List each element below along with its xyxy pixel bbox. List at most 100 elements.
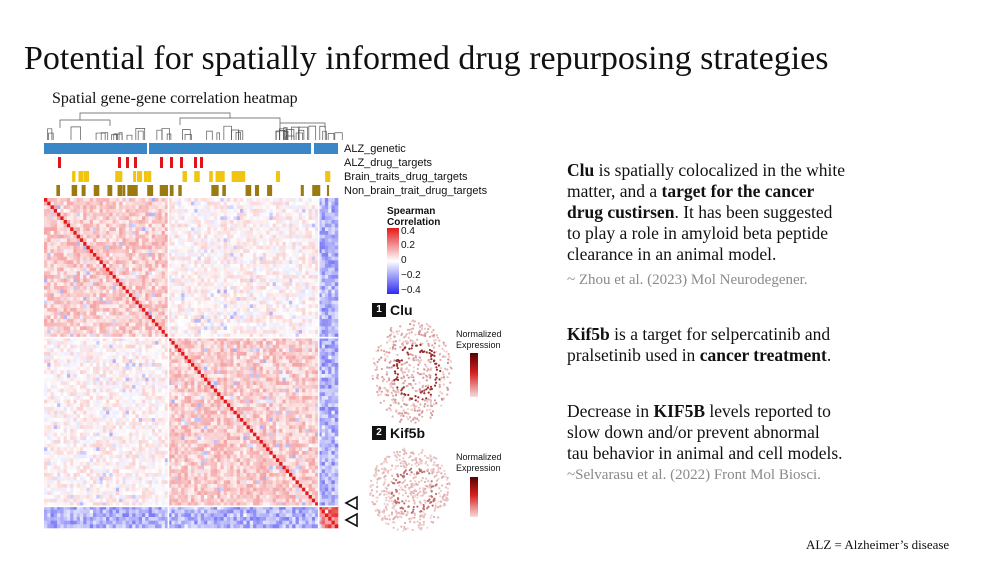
heatmap-cell (308, 352, 313, 356)
heatmap-cell (324, 289, 329, 294)
heatmap-cell (86, 392, 91, 397)
heatmap-cell (305, 304, 309, 309)
heatmap-cell (262, 304, 267, 309)
heatmap-cell (47, 319, 51, 323)
heatmap-cell (220, 337, 224, 342)
heatmap-cell (135, 216, 140, 221)
heatmap-cell (236, 381, 241, 386)
heatmap-cell (200, 201, 205, 206)
heatmap-cell (99, 242, 104, 246)
heatmap-cell (158, 201, 162, 206)
heatmap-cell (60, 319, 64, 323)
heatmap-cell (305, 326, 309, 331)
heatmap-cell (272, 275, 277, 279)
heatmap-cell (285, 260, 290, 265)
heatmap-cell (223, 366, 228, 371)
heatmap-cell (106, 388, 110, 393)
heatmap-cell (47, 212, 51, 217)
heatmap-cell (158, 275, 162, 279)
heatmap-cell (151, 220, 156, 224)
heatmap-cell (282, 308, 287, 312)
heatmap-cell (171, 249, 175, 254)
heatmap-cell (177, 355, 182, 360)
heatmap-cell (321, 256, 326, 261)
heatmap-cell (112, 352, 117, 356)
heatmap-cell (93, 377, 97, 382)
heatmap-cell (272, 315, 277, 320)
heatmap-cell (191, 201, 195, 206)
heatmap-cell (243, 293, 247, 298)
heatmap-cell (125, 344, 130, 349)
heatmap-cell (109, 249, 113, 254)
heatmap-cell (223, 220, 228, 224)
heatmap-cell (93, 381, 97, 386)
heatmap-cell (86, 352, 91, 356)
heatmap-cell (279, 359, 283, 364)
heatmap-cell (295, 363, 300, 367)
heatmap-cell (289, 278, 293, 283)
heatmap-cell (164, 209, 169, 213)
heatmap-cell (331, 234, 336, 239)
heatmap-cell (70, 242, 74, 246)
heatmap-cell (236, 256, 241, 261)
heatmap-cell (102, 253, 107, 257)
heatmap-cell (106, 282, 110, 287)
heatmap-cell (334, 330, 339, 334)
heatmap-cell (289, 300, 293, 305)
heatmap-cell (233, 326, 238, 331)
heatmap-cell (240, 286, 244, 290)
heatmap-cell (246, 333, 251, 338)
heatmap-cell (197, 227, 202, 232)
heatmap-cell (207, 209, 211, 213)
heatmap-cell (158, 297, 162, 301)
heatmap-cell (230, 264, 234, 268)
heatmap-cell (93, 300, 97, 305)
heatmap-cell (200, 359, 205, 364)
heatmap-cell (57, 242, 61, 246)
heatmap-cell (275, 293, 280, 298)
heatmap-cell (305, 278, 309, 283)
heatmap-cell (187, 319, 192, 323)
heatmap-cell (57, 238, 61, 243)
heatmap-cell (96, 256, 100, 261)
heatmap-cell (243, 249, 247, 254)
heatmap-cell (83, 344, 87, 349)
heatmap-cell (292, 297, 296, 301)
heatmap-cell (83, 370, 87, 375)
heatmap-cell (168, 370, 172, 375)
heatmap-cell (161, 282, 166, 287)
heatmap-cell (106, 385, 110, 389)
heatmap-cell (57, 234, 61, 239)
heatmap-cell (266, 231, 270, 235)
heatmap-cell (47, 392, 51, 397)
heatmap-cell (266, 216, 270, 221)
heatmap-cell (321, 220, 326, 224)
heatmap-cell (66, 308, 71, 312)
heatmap-cell (89, 363, 94, 367)
annotation-tick-nonbrain-drug (109, 185, 113, 196)
heatmap-cell (298, 326, 303, 331)
heatmap-cell (83, 275, 87, 279)
heatmap-cell (57, 249, 61, 254)
heatmap-cell (194, 260, 198, 265)
heatmap-cell (256, 388, 260, 393)
heatmap-cell (47, 209, 51, 213)
heatmap-cell (93, 286, 97, 290)
heatmap-cell (191, 205, 195, 210)
heatmap-cell (142, 256, 146, 261)
heatmap-cell (249, 256, 254, 261)
heatmap-cell (158, 352, 162, 356)
heatmap-cell (292, 385, 296, 389)
heatmap-cell (119, 333, 123, 338)
heatmap-cell (102, 238, 107, 243)
heatmap-cell (86, 267, 91, 272)
heatmap-cell (73, 359, 77, 364)
heatmap-cell (305, 264, 309, 268)
heatmap-cell (194, 201, 198, 206)
heatmap-cell (168, 304, 172, 309)
heatmap-cell (275, 201, 280, 206)
heatmap-cell (76, 264, 81, 268)
heatmap-cell (272, 201, 277, 206)
heatmap-cell (275, 289, 280, 294)
heatmap-cell (168, 275, 172, 279)
